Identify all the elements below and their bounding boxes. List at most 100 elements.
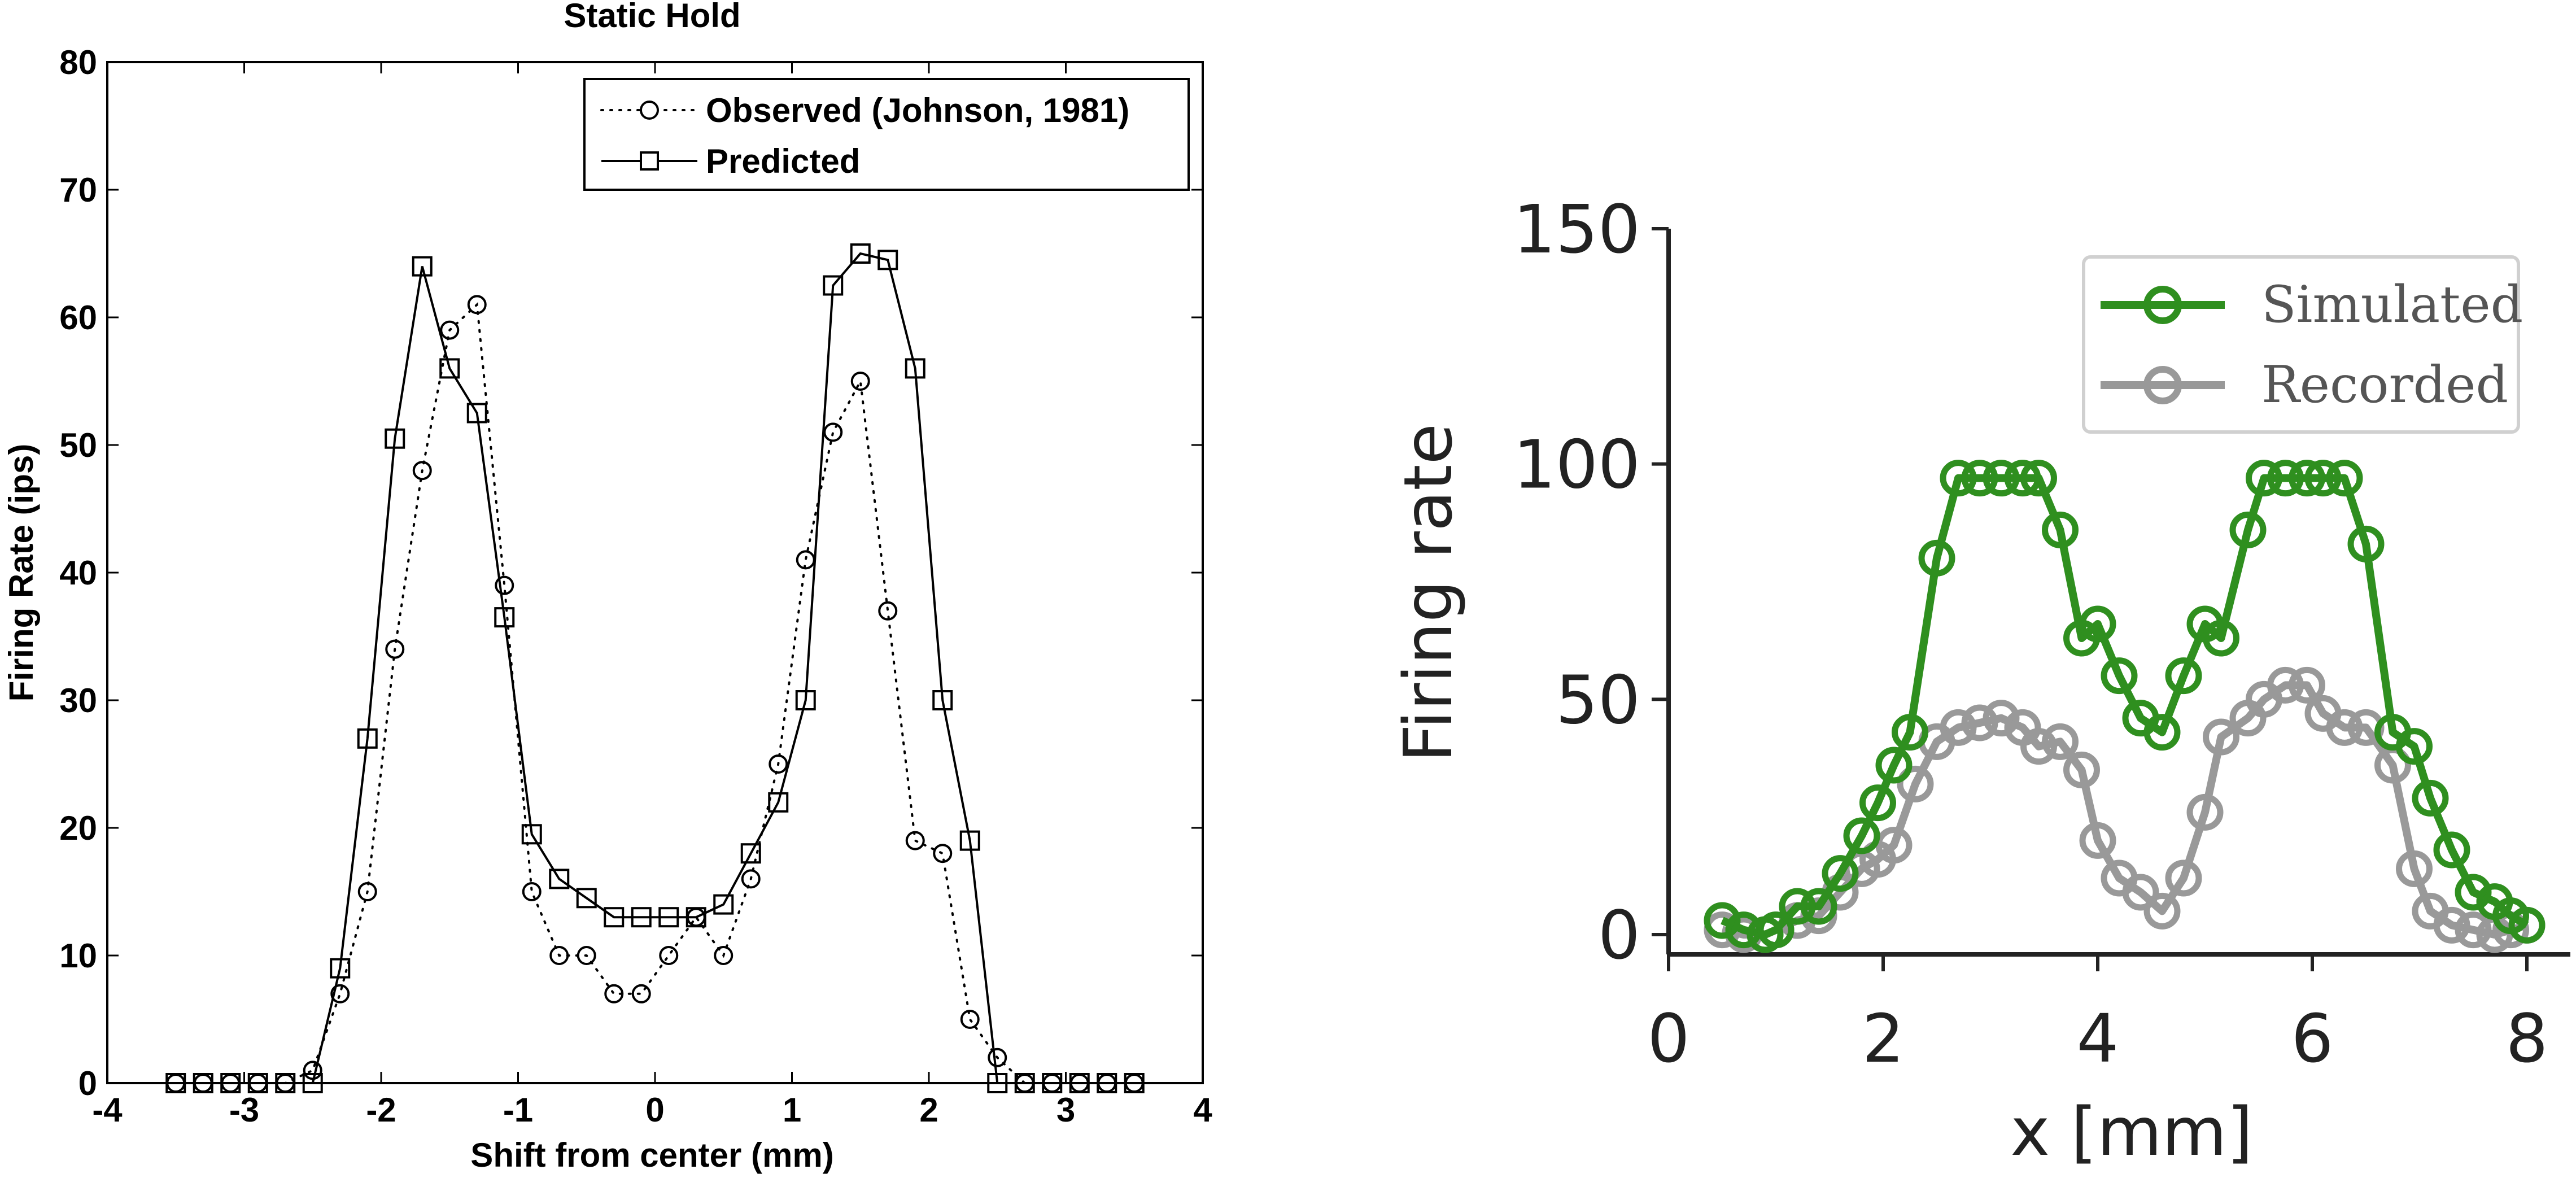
right-recorded-point	[1940, 709, 1977, 746]
right-simulated-point	[2143, 714, 2181, 751]
right-simulated-point	[2101, 657, 2138, 695]
right-y-axis-label: Firing rate	[1389, 424, 1467, 762]
left-x-tick-label: -2	[366, 1091, 396, 1129]
right-simulated-point	[2020, 460, 2057, 497]
left-observed-point	[905, 831, 925, 850]
left-predicted-point	[1042, 1073, 1063, 1093]
right-x-tick-label: 0	[1647, 1000, 1689, 1077]
right-y-tick-label: 50	[1556, 661, 1640, 739]
left-chart: Static Hold -4 -3 -2 -1 0 1 2 3 4010203040506070…	[2, 0, 1212, 1174]
left-predicted-point	[1124, 1073, 1145, 1093]
right-simulated-point	[2508, 906, 2546, 944]
left-legend-predicted-marker	[640, 151, 659, 171]
right-simulated-point	[1843, 817, 1880, 854]
right-simulated-point	[2289, 460, 2325, 497]
right-x-tick-label: 6	[2291, 1000, 2333, 1077]
left-observed-point	[522, 882, 542, 901]
left-predicted-point	[959, 830, 980, 851]
left-predicted-point	[302, 1073, 323, 1093]
right-legend-recorded-label: Recorded	[2261, 355, 2508, 415]
right-x-axis-label: x [mm]	[2010, 1093, 2252, 1171]
right-recorded-point	[2326, 709, 2363, 746]
left-predicted-point	[220, 1073, 241, 1093]
left-predicted-point	[905, 358, 925, 379]
left-predicted-point	[1014, 1073, 1035, 1093]
right-simulated-point	[1757, 911, 1795, 949]
left-y-tick-label: 20	[59, 809, 97, 847]
right-simulated-point	[2203, 619, 2239, 657]
right-simulated-point	[2004, 460, 2041, 497]
left-observed-point	[577, 946, 596, 965]
right-y-tick-label: 100	[1513, 426, 1640, 504]
left-y-tick-label: 70	[59, 171, 97, 209]
left-y-tick-label: 30	[59, 682, 97, 719]
left-y-tick-label: 10	[59, 937, 97, 975]
right-recorded-point	[2042, 723, 2079, 760]
left-observed-point	[631, 984, 651, 1004]
left-legend-predicted-label: Predicted	[706, 142, 860, 180]
left-predicted-point	[1097, 1073, 1117, 1093]
left-legend-item-predicted: Predicted	[601, 142, 860, 180]
left-y-axis-label: Firing Rate (ips)	[2, 444, 40, 702]
left-predicted-point	[466, 403, 487, 424]
left-y-tick-label: 50	[59, 426, 97, 464]
right-recorded-point	[2165, 859, 2202, 897]
left-x-tick-label: -4	[92, 1091, 123, 1129]
left-predicted-point	[247, 1073, 268, 1093]
left-observed-point	[385, 639, 405, 659]
right-y-tick-label: 150	[1513, 190, 1640, 268]
left-observed-point	[604, 984, 624, 1004]
left-predicted-point	[768, 792, 789, 813]
left-predicted-point	[987, 1073, 1008, 1093]
right-simulated-point	[2304, 460, 2342, 497]
right-simulated-point	[1822, 855, 1859, 892]
right-recorded-point	[1961, 704, 1998, 741]
left-predicted-point	[823, 275, 844, 296]
left-observed-point	[933, 844, 953, 863]
left-observed-point	[796, 550, 815, 570]
left-observed-point	[741, 869, 761, 889]
right-simulated-point	[1875, 747, 1913, 784]
right-recorded-point	[2433, 906, 2470, 944]
left-predicted-point	[740, 843, 761, 864]
left-predicted-point	[795, 690, 816, 710]
right-simulated-point	[1918, 539, 1955, 577]
left-predicted-point	[193, 1073, 213, 1093]
right-simulated-point	[2347, 525, 2385, 562]
right-simulated-point	[2433, 831, 2470, 869]
right-x-tick-label: 8	[2505, 1000, 2548, 1077]
left-predicted-point	[330, 958, 351, 979]
right-recorded-point	[2396, 850, 2433, 887]
right-recorded-point	[2186, 793, 2224, 831]
left-observed-point	[412, 461, 432, 481]
left-x-axis-label: Shift from center (mm)	[470, 1136, 833, 1174]
left-x-tick-label: 3	[1056, 1091, 1075, 1129]
right-simulated-point	[1800, 888, 1837, 925]
left-observed-point	[303, 1061, 322, 1080]
left-predicted-point	[385, 428, 405, 449]
left-series-predicted-line	[176, 252, 1134, 1084]
right-simulated-point	[2326, 460, 2363, 497]
left-observed-point	[495, 575, 514, 595]
left-observed-point	[357, 882, 377, 901]
right-legend: Simulated Recorded	[2082, 255, 2523, 434]
right-simulated-point	[2412, 779, 2449, 817]
right-y-tick-label: 0	[1598, 896, 1640, 974]
right-simulated-point	[2165, 657, 2202, 695]
right-simulated-point	[1859, 784, 1896, 822]
left-legend-observed-label: Observed (Johnson, 1981)	[706, 91, 1129, 129]
right-recorded-point	[2143, 892, 2181, 930]
left-predicted-point	[494, 607, 515, 628]
left-observed-point	[850, 372, 870, 391]
left-y-tick-label: 80	[59, 43, 97, 81]
right-legend-recorded-marker	[2143, 366, 2182, 404]
right-recorded-point	[2063, 751, 2100, 788]
left-x-tick-label: 2	[919, 1091, 938, 1129]
right-legend-item-simulated: Simulated	[2101, 275, 2523, 334]
left-predicted-point	[412, 256, 433, 277]
left-predicted-point	[604, 907, 625, 928]
left-legend-item-observed: Observed (Johnson, 1981)	[600, 91, 1129, 129]
left-legend: Observed (Johnson, 1981) Predicted	[583, 78, 1190, 191]
left-observed-point	[769, 754, 788, 774]
